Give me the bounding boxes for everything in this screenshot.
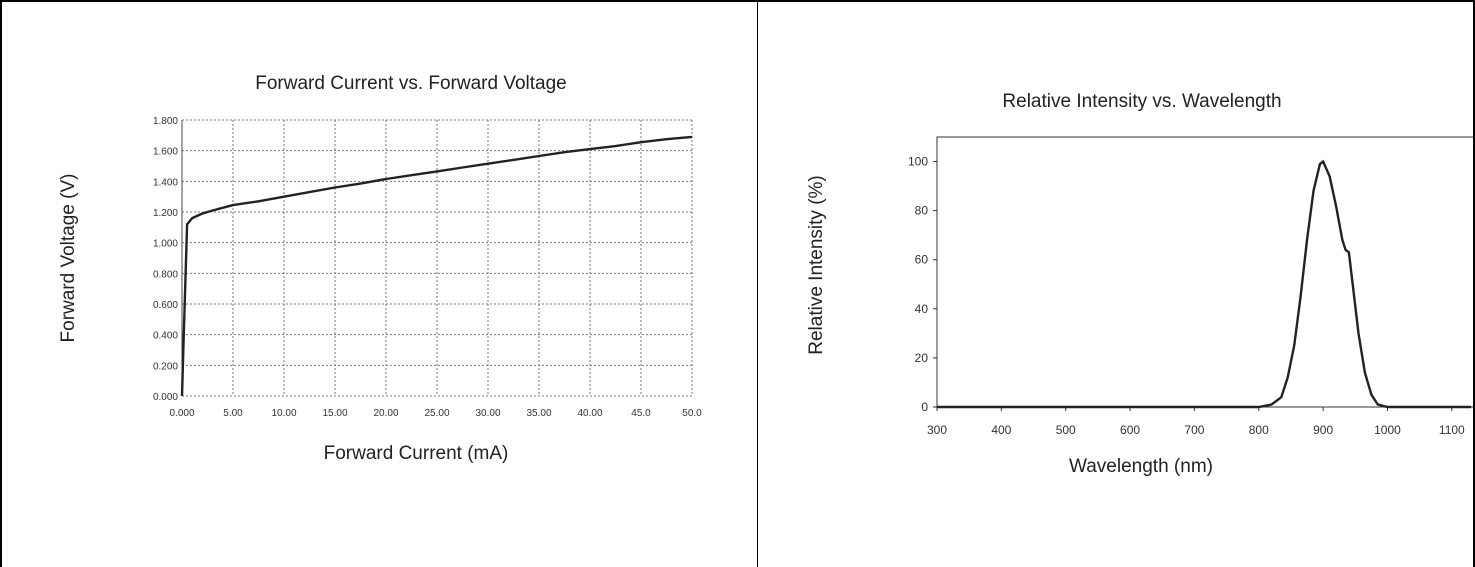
iv-y-axis-label: Forward Voltage (V) [58, 174, 79, 343]
iv-ticks: 0.000 5.00 10.00 15.00 20.00 25.00 30.00 35.00 4… [153, 116, 702, 419]
spectrum-y-tick-label: 100 [908, 155, 928, 169]
spectrum-chart: Relative Intensity vs. Wavelength Wavele… [806, 91, 1473, 477]
spectrum-x-tick-label: 400 [991, 423, 1011, 437]
iv-x-tick-label: 30.00 [475, 408, 500, 419]
spectrum-x-tick-label: 600 [1120, 423, 1140, 437]
iv-x-tick-label: 40.00 [577, 408, 602, 419]
iv-y-tick-label: 1.600 [153, 147, 178, 158]
iv-x-tick-label: 10.00 [271, 408, 296, 419]
iv-y-tick-label: 1.200 [153, 208, 178, 219]
spectrum-series [937, 159, 1472, 409]
iv-x-tick-label: 0.000 [169, 408, 194, 419]
spectrum-chart-panel: Relative Intensity vs. Wavelength Wavele… [758, 0, 1473, 567]
iv-x-tick-label: 20.00 [373, 408, 398, 419]
spectrum-x-axis-label: Wavelength (nm) [1069, 456, 1213, 477]
spectrum-plot-frame [936, 136, 1473, 408]
iv-x-tick-label: 35.00 [526, 408, 551, 419]
iv-y-tick-label: 1.800 [153, 116, 178, 127]
iv-y-tick-label: 0.600 [153, 300, 178, 311]
spectrum-x-tick-label: 1100 [1439, 423, 1465, 437]
spectrum-y-tick-label: 80 [915, 204, 929, 218]
iv-curve [180, 135, 693, 397]
cell-divider [757, 0, 758, 567]
iv-x-tick-label: 45.0 [631, 408, 651, 419]
spectrum-y-axis-label: Relative Intensity (%) [806, 175, 827, 355]
iv-x-tick-label: 15.00 [322, 408, 347, 419]
iv-grid [181, 119, 693, 397]
iv-y-tick-label: 0.200 [153, 361, 178, 372]
iv-chart: Forward Current vs. Forward Voltage Forw… [58, 73, 702, 464]
spectrum-curve [937, 159, 1472, 409]
iv-series [180, 135, 693, 397]
iv-chart-panel: Forward Current vs. Forward Voltage Forw… [58, 73, 702, 464]
iv-y-tick-label: 1.400 [153, 177, 178, 188]
iv-x-tick-label: 5.00 [223, 408, 243, 419]
spectrum-x-tick-label: 500 [1056, 423, 1076, 437]
iv-chart-title: Forward Current vs. Forward Voltage [255, 73, 567, 94]
spectrum-y-tick-label: 60 [915, 253, 929, 267]
iv-y-tick-label: 0.400 [153, 331, 178, 342]
spectrum-x-tick-label: 300 [927, 423, 947, 437]
spectrum-x-tick-label: 800 [1249, 423, 1269, 437]
iv-y-tick-label: 0.800 [153, 269, 178, 280]
iv-x-axis-label: Forward Current (mA) [324, 443, 509, 464]
iv-x-tick-label: 50.0 [682, 408, 702, 419]
spectrum-x-tick-label: 700 [1184, 423, 1204, 437]
spectrum-ticks: 300 400 500 600 700 800 900 1000 1100 0 20 40 60 80 10… [908, 155, 1465, 437]
spectrum-y-tick-label: 20 [915, 351, 929, 365]
spectrum-x-tick-label: 900 [1313, 423, 1333, 437]
iv-y-tick-label: 0.000 [153, 392, 178, 403]
iv-y-tick-label: 1.000 [153, 239, 178, 250]
spectrum-y-tick-label: 0 [921, 400, 928, 414]
spectrum-x-tick-label: 1000 [1374, 423, 1401, 437]
spectrum-chart-title: Relative Intensity vs. Wavelength [1002, 91, 1281, 112]
spectrum-y-tick-label: 40 [915, 302, 929, 316]
iv-x-tick-label: 25.00 [424, 408, 449, 419]
